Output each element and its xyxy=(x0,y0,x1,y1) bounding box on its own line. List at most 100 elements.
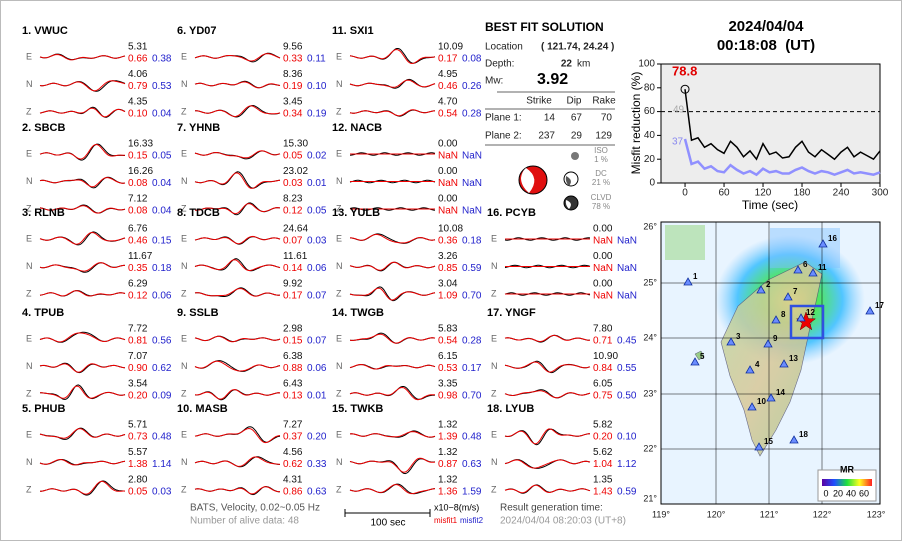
amplitude: 3.04 xyxy=(438,279,458,290)
misfit2: 0.06 xyxy=(152,291,172,302)
y-tick-label: 0 xyxy=(649,178,655,189)
misfit1: 0.46 xyxy=(128,236,148,247)
waveform-synthetic xyxy=(504,428,590,445)
station-marker xyxy=(808,268,818,277)
component-label: N xyxy=(336,261,343,271)
amplitude: 8.23 xyxy=(283,194,303,205)
misfit1: NaN xyxy=(438,206,458,217)
amplitude: 7.12 xyxy=(128,194,148,205)
station-marker xyxy=(763,339,773,348)
component-label: E xyxy=(26,333,32,343)
misfit1: 0.90 xyxy=(128,363,148,374)
station-number: 14 xyxy=(776,388,785,397)
start-marker xyxy=(680,84,690,94)
component-label: E xyxy=(26,429,32,439)
misfit1: 0.20 xyxy=(128,391,148,402)
waveform-synthetic xyxy=(39,107,126,118)
colorbar-title: MR xyxy=(840,464,854,474)
amplitude: 6.05 xyxy=(593,379,613,390)
station-number: 17 xyxy=(875,301,884,310)
misfit1: 1.36 xyxy=(438,487,458,498)
component-label: Z xyxy=(336,388,342,398)
misfit2: NaN xyxy=(617,291,637,302)
misfit2: 0.10 xyxy=(617,432,637,443)
amplitude: 4.56 xyxy=(283,447,303,458)
misfit1: NaN xyxy=(438,178,458,189)
waveform-synthetic xyxy=(349,79,436,88)
waveform-synthetic xyxy=(194,172,281,189)
amplitude: 5.83 xyxy=(438,324,458,335)
waveform-synthetic xyxy=(39,332,126,343)
column-header: Strike xyxy=(526,96,552,107)
amplitude: 11.67 xyxy=(128,251,153,262)
amplitude: 6.38 xyxy=(283,351,303,362)
amplitude: 4.70 xyxy=(438,97,458,108)
component-label: Z xyxy=(26,388,32,398)
station-number: 2 xyxy=(766,280,771,289)
scale-bar xyxy=(344,509,431,517)
depth-label: Depth: xyxy=(485,59,514,70)
station-number: 18 xyxy=(799,430,808,439)
misfit2: 0.04 xyxy=(152,178,172,189)
misfit2: 0.17 xyxy=(462,363,482,374)
misfit1: 0.17 xyxy=(283,291,303,302)
misfit1: 0.73 xyxy=(128,432,148,443)
station-number: 5 xyxy=(700,352,705,361)
component-label: Z xyxy=(181,288,187,298)
misfit2: 0.06 xyxy=(307,363,327,374)
result-time: 2024/04/04 08:20:03 (UT+8) xyxy=(500,516,626,527)
amplitude: 11.61 xyxy=(283,251,308,262)
misfit1: 0.62 xyxy=(283,459,303,470)
misfit1: 0.14 xyxy=(283,263,303,274)
misfit1: 0.87 xyxy=(438,459,458,470)
x-tick-label: 300 xyxy=(872,188,889,199)
station-name: 17. YNGF xyxy=(487,307,536,319)
misfit2: 0.45 xyxy=(617,336,637,347)
component-label: N xyxy=(336,457,343,467)
location: ( 121.74, 24.24 ) xyxy=(541,42,614,53)
misfit2: 0.63 xyxy=(462,459,482,470)
x-axis-label: Time (sec) xyxy=(742,198,798,212)
component-name: DC xyxy=(595,169,607,178)
station-number: 12 xyxy=(806,308,815,317)
waveform-synthetic xyxy=(349,484,436,495)
misfit2: 0.04 xyxy=(152,109,172,120)
station-name: 12. NACB xyxy=(332,122,382,134)
plot-area xyxy=(660,63,881,184)
station-marker xyxy=(783,292,793,301)
lon-label: 122° xyxy=(813,509,832,519)
lon-label: 121° xyxy=(760,509,779,519)
amplitude: 0.00 xyxy=(593,251,613,262)
station-number: 8 xyxy=(781,310,786,319)
waveform-synthetic xyxy=(39,143,126,160)
station-marker xyxy=(756,285,766,294)
column-header: Rake xyxy=(592,96,616,107)
component-label: N xyxy=(181,457,188,467)
misfit2: 0.28 xyxy=(462,336,482,347)
result-label: Result generation time: xyxy=(500,503,603,514)
x-tick-label: 240 xyxy=(833,188,850,199)
amplitude: 3.45 xyxy=(283,97,303,108)
station-marker xyxy=(779,359,789,368)
amplitude: 3.26 xyxy=(438,251,458,262)
component-name: CLVD xyxy=(591,193,612,202)
station-number: 13 xyxy=(789,354,798,363)
solution-title: BEST FIT SOLUTION xyxy=(485,20,604,34)
station-marker xyxy=(747,402,757,411)
misfit2: 0.59 xyxy=(617,487,637,498)
misfit2: NaN xyxy=(462,206,482,217)
station-marker xyxy=(793,265,803,274)
station-marker xyxy=(796,313,806,322)
plane-label: Plane 2: xyxy=(485,131,522,142)
waveform-synthetic xyxy=(40,480,125,495)
x-tick-label: 180 xyxy=(794,188,811,199)
component-label: N xyxy=(26,361,33,371)
amplitude: 9.56 xyxy=(283,42,303,53)
misfit2: 0.01 xyxy=(307,178,327,189)
misfit1: 1.39 xyxy=(438,432,458,443)
misfit1: 0.03 xyxy=(283,178,303,189)
waveform-synthetic xyxy=(349,48,436,65)
amplitude: 3.35 xyxy=(438,379,458,390)
component-label: Z xyxy=(26,203,32,213)
